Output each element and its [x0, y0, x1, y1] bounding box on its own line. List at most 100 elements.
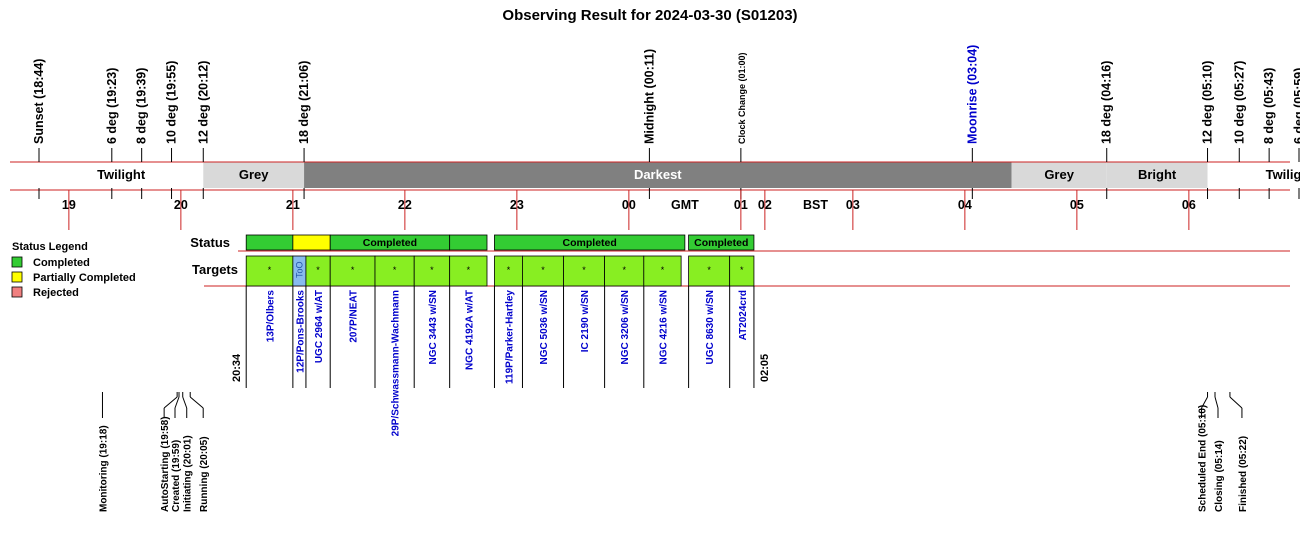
phase-rect [1011, 162, 1107, 188]
target-block [305, 255, 331, 287]
system-event-label: Created (19:59) [171, 440, 182, 512]
status-segment [245, 234, 294, 251]
system-event-label: AutoStarting (19:58) [160, 416, 171, 512]
system-event-label: Initiating (20:01) [183, 435, 194, 512]
chart-title: Observing Result for 2024-03-30 (S01203) [502, 7, 797, 24]
event-label: 6 deg (19:23) [105, 68, 119, 144]
target-block [729, 255, 755, 287]
hour-label: 02 [758, 198, 772, 212]
target-mark: * [740, 265, 744, 275]
target-name: NGC 4192A w/AT [464, 290, 475, 370]
target-mark: * [707, 265, 711, 275]
target-name: IC 2190 w/SN [580, 290, 591, 352]
hour-label: 22 [398, 198, 412, 212]
status-segment-label: Completed [694, 237, 748, 249]
phase-rect [1106, 162, 1208, 188]
event-label: 10 deg (05:27) [1232, 61, 1246, 144]
system-event-leader [1214, 396, 1219, 409]
hour-label: 05 [1070, 198, 1084, 212]
event-label: 8 deg (19:39) [135, 68, 149, 144]
target-block [522, 255, 564, 287]
target-block [604, 255, 645, 287]
target-block [413, 255, 451, 287]
target-name: NGC 3206 w/SN [620, 290, 631, 364]
hour-label: 21 [286, 198, 300, 212]
status-segment-label: Completed [563, 237, 617, 249]
target-name: 207P/NEAT [349, 290, 360, 343]
target-name: 119P/Parker-Hartley [504, 290, 515, 384]
target-mark: * [507, 265, 511, 275]
target-block [449, 255, 488, 287]
status-segment [292, 234, 331, 251]
phase-label: Twilight [97, 167, 146, 182]
system-event-label: Closing (05:14) [1214, 440, 1225, 512]
run-end-label: 02:05 [759, 354, 771, 382]
hour-label: 19 [62, 198, 76, 212]
target-mark: * [622, 265, 626, 275]
event-label: 12 deg (05:10) [1201, 61, 1215, 144]
status-segment [688, 234, 755, 251]
status-row: Status Completed Completed Completed [190, 234, 1290, 252]
targets-row: Targets * 13P/Olbers ToO 12P/Pons-Brooks * UGC… [192, 255, 1290, 436]
phase-label: Bright [1138, 167, 1177, 182]
event-label: 10 deg (19:55) [165, 61, 179, 144]
legend-label: Completed [33, 257, 90, 269]
legend-swatch [11, 256, 23, 268]
system-event-leader [1201, 396, 1208, 409]
system-event-leader [163, 396, 178, 409]
hour-label: 06 [1182, 198, 1196, 212]
target-mark: ToO [294, 261, 304, 278]
event-markers: Sunset (18:44) 6 deg (19:23) 8 deg (19:39)… [32, 45, 1300, 199]
target-mark: * [661, 265, 665, 275]
target-name: UGC 2964 w/AT [314, 290, 325, 363]
status-legend: Status Legend Completed Partially Complete… [11, 241, 136, 299]
target-name: UGC 8630 w/SN [705, 290, 716, 364]
target-name: 13P/Olbers [266, 290, 277, 343]
run-start-label: 20:34 [231, 353, 243, 382]
target-block [329, 255, 376, 287]
target-mark: * [541, 265, 545, 275]
target-name: 29P/Schwassmann-Wachmann [391, 290, 402, 436]
system-event-leader [182, 396, 188, 409]
phase-label: Darkest [634, 167, 682, 182]
legend-label: Rejected [33, 287, 79, 299]
target-name: NGC 3443 w/SN [428, 290, 439, 364]
target-mark: * [268, 265, 272, 275]
status-segment-label: Completed [363, 237, 417, 249]
hour-label: 03 [846, 198, 860, 212]
event-label: 18 deg (04:16) [1100, 61, 1114, 144]
event-label: 18 deg (21:06) [297, 61, 311, 144]
target-block [563, 255, 605, 287]
event-label: Midnight (00:11) [642, 49, 656, 144]
targets-row-label: Targets [192, 262, 238, 277]
phase-label: Twilight [1266, 167, 1300, 182]
target-mark: * [582, 265, 586, 275]
legend-label: Partially Completed [33, 272, 136, 284]
status-segment [449, 234, 488, 251]
target-mark: * [393, 265, 397, 275]
target-block [374, 255, 415, 287]
target-name: NGC 5036 w/SN [539, 290, 550, 364]
target-block [643, 255, 682, 287]
target-mark: * [316, 265, 320, 275]
timezone-label: GMT [671, 198, 699, 212]
event-label: 6 deg (05:59) [1292, 68, 1300, 144]
system-event-label: Scheduled End (05:10) [1198, 405, 1209, 512]
system-event-label: Monitoring (19:18) [98, 425, 109, 512]
hour-label: 04 [958, 198, 972, 212]
phase-label: Grey [239, 167, 269, 182]
target-block [688, 255, 731, 287]
legend-title: Status Legend [12, 241, 88, 253]
system-events: Monitoring (19:18) AutoStarting (19:58) Cr… [98, 392, 1249, 512]
phase-rect [304, 162, 1012, 188]
event-label: Sunset (18:44) [32, 59, 46, 144]
target-block [245, 255, 294, 287]
event-label: 8 deg (05:43) [1262, 68, 1276, 144]
hour-label: 20 [174, 198, 188, 212]
legend-swatch [11, 271, 23, 283]
legend-swatch [11, 286, 23, 298]
hour-axis: 19 20 21 22 23 00 01 02 03 04 05 06 GMT BST [62, 190, 1196, 230]
target-mark: * [351, 265, 355, 275]
hour-label: 00 [622, 198, 636, 212]
system-event-label: Running (20:05) [199, 436, 210, 512]
